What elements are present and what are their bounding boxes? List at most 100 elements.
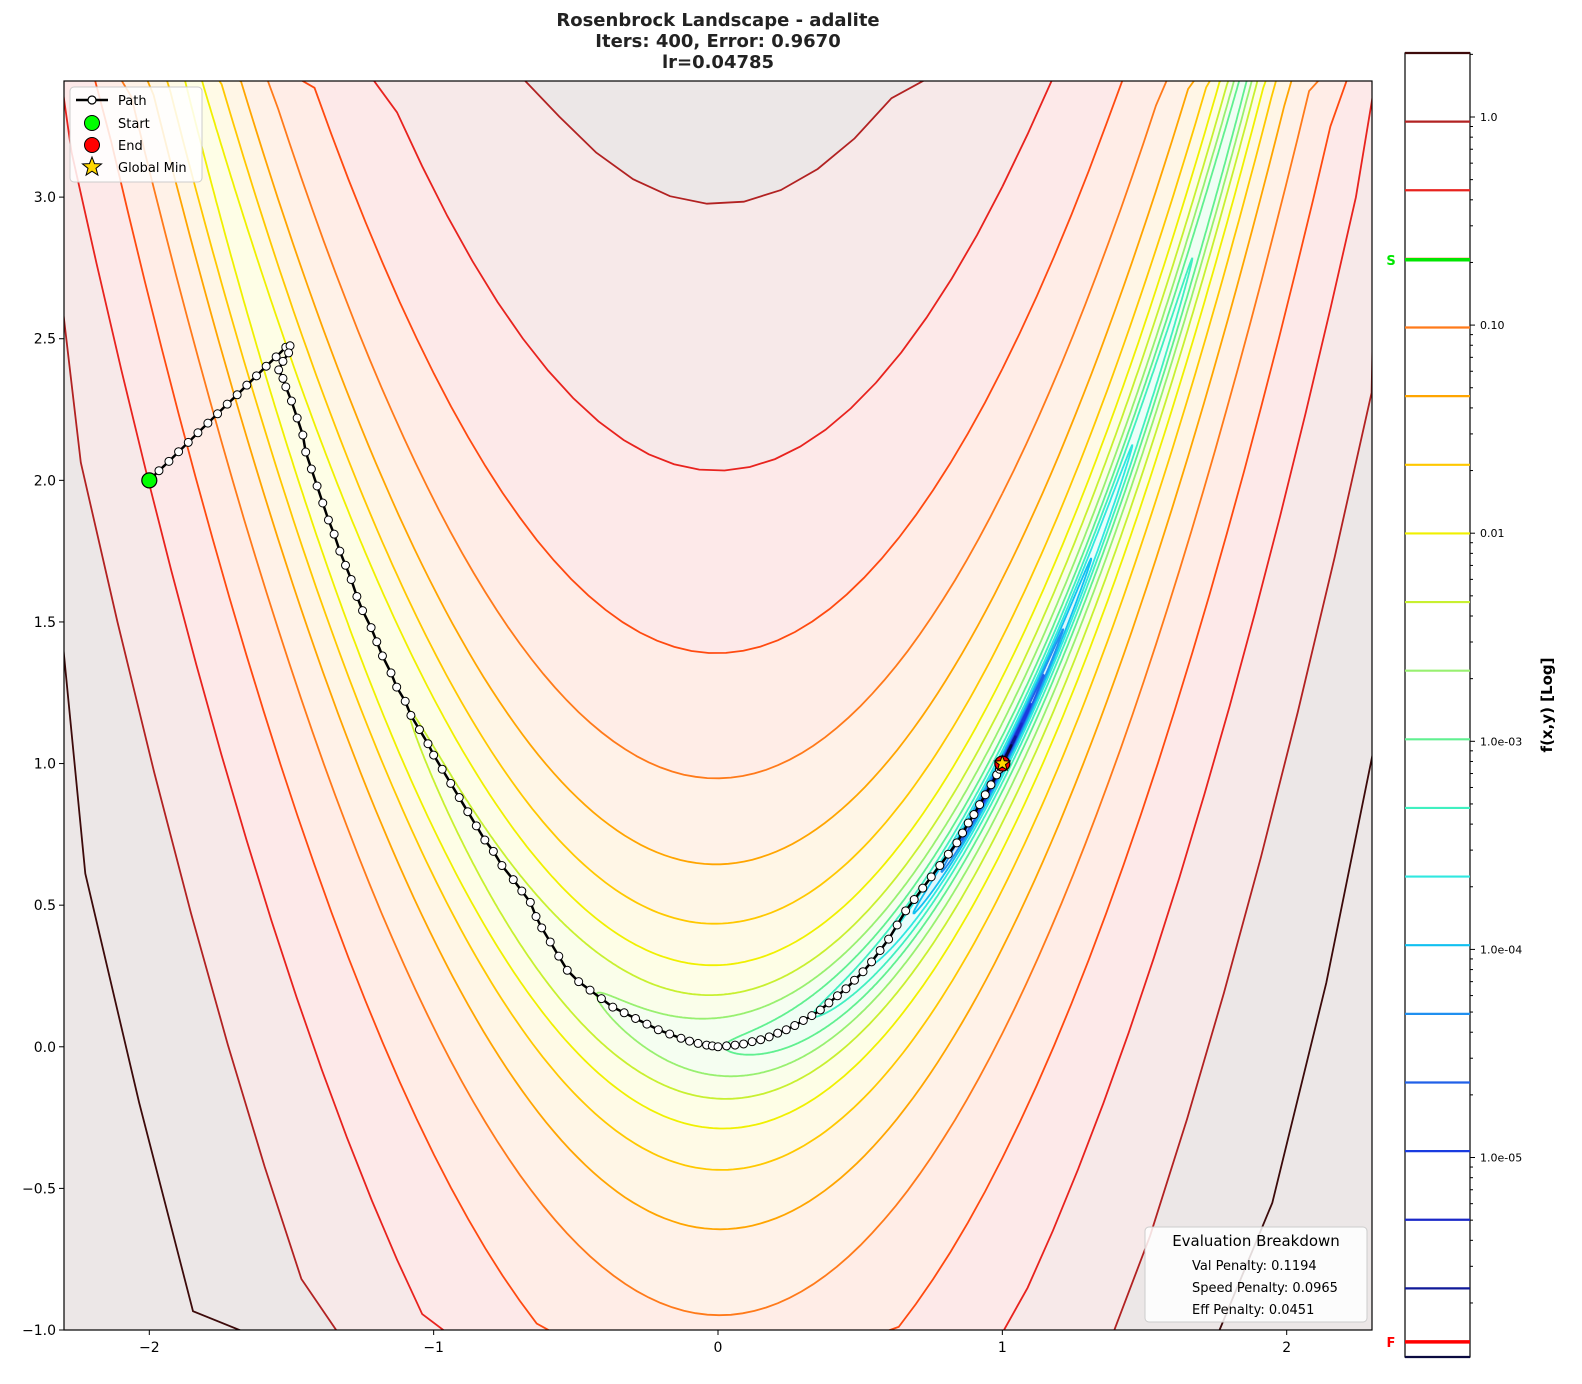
x-axis: −2 −1 0 1 2 xyxy=(139,1330,1291,1356)
path-point xyxy=(517,886,527,896)
contour-line xyxy=(407,81,1259,1100)
x-tick-label: 0 xyxy=(714,1340,723,1356)
path-point xyxy=(329,529,339,539)
start-marker xyxy=(141,472,158,489)
contour-line xyxy=(64,92,445,1330)
contour-line xyxy=(201,81,1004,967)
y-tick-label: 2.5 xyxy=(34,332,56,348)
path-point xyxy=(286,396,296,406)
path-point xyxy=(298,430,308,440)
contour-fill xyxy=(185,81,1266,1129)
path-point xyxy=(963,818,973,828)
path-point xyxy=(676,1033,686,1043)
path-point xyxy=(892,920,902,930)
path-point xyxy=(562,965,572,975)
path-point xyxy=(480,835,490,845)
y-tick-label: −1.0 xyxy=(22,1323,56,1339)
x-tick-label: 2 xyxy=(1282,1340,1291,1356)
path-point xyxy=(841,984,851,994)
path-point xyxy=(437,764,447,774)
colorbar-start-marker-label: S xyxy=(1386,254,1395,269)
contour-lines xyxy=(64,81,1372,1330)
legend-start-label: Start xyxy=(118,117,150,132)
path-point xyxy=(429,750,439,760)
path-point xyxy=(213,409,223,419)
path-point xyxy=(909,895,919,905)
colorbar-final-marker-label: F xyxy=(1387,1336,1396,1351)
contour-line xyxy=(1002,94,1372,1330)
path-point xyxy=(574,977,584,987)
path-point xyxy=(261,361,271,371)
path-point xyxy=(281,382,291,392)
legend-end-marker xyxy=(84,137,100,153)
path-point xyxy=(849,975,859,985)
y-tick-label: 2.0 xyxy=(34,473,56,489)
colorbar-tick-label: 1.0e-03 xyxy=(1480,735,1522,748)
path-point xyxy=(301,447,311,457)
path-point xyxy=(986,780,996,790)
x-tick-label: −2 xyxy=(139,1340,160,1356)
path-point xyxy=(619,1008,629,1018)
contour-line xyxy=(1001,81,1053,188)
path-point xyxy=(554,951,564,961)
path-point xyxy=(918,883,928,893)
path-point xyxy=(386,668,396,678)
contour-line xyxy=(595,81,1253,1078)
path-point xyxy=(631,1013,641,1023)
path-point xyxy=(693,1038,703,1048)
legend-global-min-label: Global Min xyxy=(118,161,187,176)
path-point xyxy=(318,498,328,508)
path-point xyxy=(665,1029,675,1039)
eff-penalty: Eff Penalty: 0.0451 xyxy=(1192,1303,1314,1318)
contour-line xyxy=(266,81,1004,780)
path-point xyxy=(423,739,433,749)
legend-end-label: End xyxy=(118,139,143,154)
path-point xyxy=(292,413,302,423)
contour-line xyxy=(218,81,1004,925)
path-point xyxy=(164,456,174,466)
path-point xyxy=(901,906,911,916)
path-point xyxy=(781,1025,791,1035)
contour-line xyxy=(524,81,925,205)
path-point xyxy=(446,778,456,788)
path-point xyxy=(798,1015,808,1025)
evaluation-title: Evaluation Breakdown xyxy=(1172,1232,1340,1250)
path-point xyxy=(174,447,184,457)
path-point xyxy=(935,861,945,871)
colorbar-tick-label: 0.01 xyxy=(1480,527,1505,540)
x-tick-label: 1 xyxy=(998,1340,1007,1356)
path-point xyxy=(867,957,877,967)
legend: Path Start End Global Min xyxy=(69,86,203,183)
contour-line xyxy=(237,81,1004,866)
legend-box xyxy=(69,86,203,183)
contour-line xyxy=(1001,81,1222,678)
contour-line xyxy=(184,81,1267,1130)
path-point xyxy=(884,934,894,944)
colorbar-tick-label: 0.10 xyxy=(1480,319,1505,332)
path-point xyxy=(815,1005,825,1015)
path-point xyxy=(875,945,885,955)
path-point xyxy=(958,828,968,838)
path-point xyxy=(203,418,213,428)
contour-line xyxy=(64,645,242,1330)
contour-line xyxy=(1001,81,1211,638)
path-point xyxy=(685,1036,695,1046)
path-point xyxy=(406,710,416,720)
contour-line xyxy=(887,81,1348,1330)
path-point xyxy=(497,861,507,871)
path-point xyxy=(278,373,288,383)
evaluation-box-frame xyxy=(1144,1226,1368,1323)
path-point xyxy=(488,846,498,856)
path-point xyxy=(545,937,555,947)
path-point xyxy=(508,875,518,885)
path-point xyxy=(713,1042,723,1052)
path-point xyxy=(271,352,281,362)
legend-star-icon xyxy=(81,155,103,177)
path-point xyxy=(747,1037,757,1047)
path-point xyxy=(372,637,382,647)
path-point xyxy=(858,967,868,977)
contour-line xyxy=(64,311,338,1330)
path-point xyxy=(722,1041,732,1051)
path-point xyxy=(952,838,962,848)
